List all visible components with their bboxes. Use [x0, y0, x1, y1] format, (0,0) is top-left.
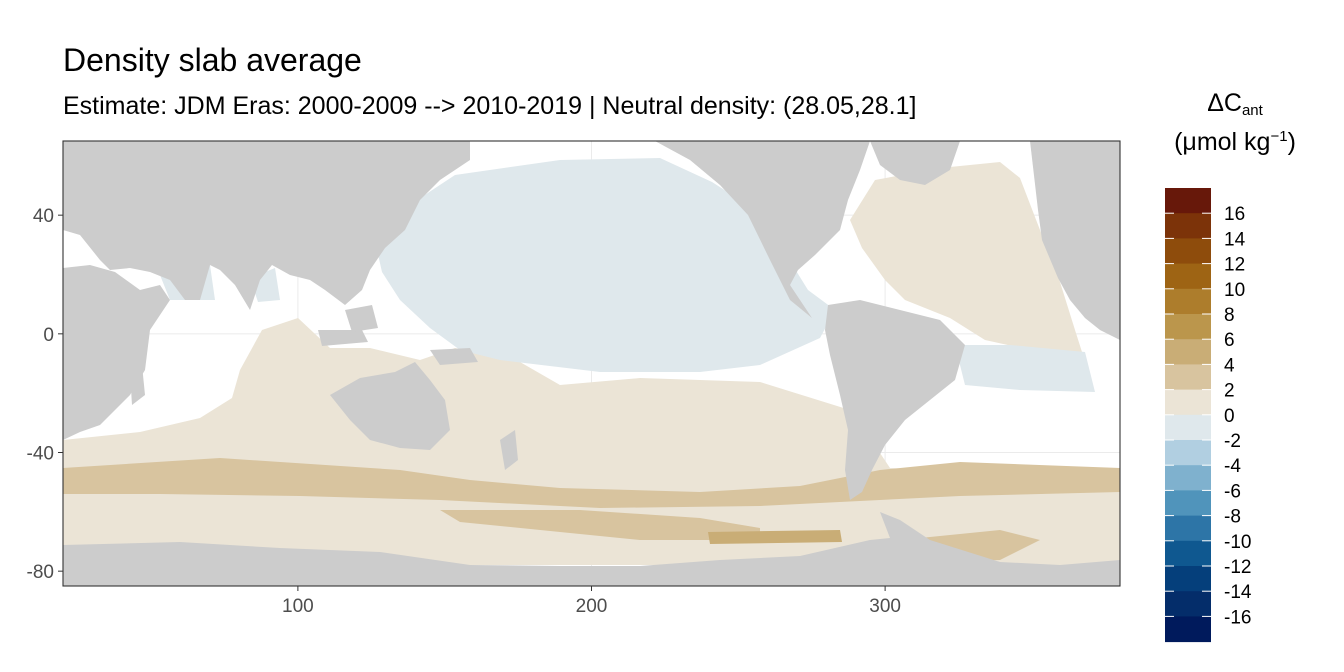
legend-color-bin [1165, 314, 1211, 340]
legend-color-bin [1165, 339, 1211, 365]
land-greenland [870, 141, 960, 185]
land-new-guinea [430, 348, 478, 365]
legend-tick-label: 12 [1224, 255, 1245, 276]
legend-color-bin [1165, 616, 1211, 643]
legend-tick-label: -6 [1224, 481, 1241, 502]
legend-tick-label: 8 [1224, 305, 1235, 326]
ocean-indian-south-region [63, 318, 1120, 565]
land-australia [330, 362, 450, 450]
legend-tick-label: -10 [1224, 532, 1251, 553]
legend-color-bin [1165, 465, 1211, 491]
legend-color-bin [1165, 238, 1211, 265]
legend-tick-label: -12 [1224, 557, 1251, 578]
land-borneo [345, 305, 378, 332]
legend-color-bin [1165, 213, 1211, 239]
chart-title: Density slab average [63, 42, 362, 78]
legend-color-bin [1165, 490, 1211, 517]
land-antarctica [63, 512, 1120, 586]
ocean-equatorial-atlantic-region [955, 345, 1095, 392]
ocean-north-atlantic-region [850, 162, 1082, 352]
y-tick-label: 0 [43, 325, 54, 346]
x-tick-label: 100 [282, 596, 314, 617]
y-tick-label: -80 [27, 562, 54, 583]
legend-color-bin [1165, 263, 1211, 290]
land-africa [63, 265, 170, 440]
legend-color-bin [1165, 540, 1211, 567]
legend-tick-label: -14 [1224, 582, 1252, 603]
legend-color-bin [1165, 440, 1211, 466]
legend: 16 14 12 10 8 6 4 2 0 -2 -4 -6 -8 -10 -12 -14 -16 [1165, 188, 1252, 643]
map-layer [63, 141, 1120, 586]
legend-title: ΔCant (μmol kg−1) [1174, 89, 1296, 156]
legend-tick-label: -4 [1224, 456, 1241, 477]
x-tick-label: 300 [869, 596, 901, 617]
x-tick-label: 200 [576, 596, 608, 617]
land-eurasia [63, 141, 470, 310]
legend-tick-label: -16 [1224, 607, 1251, 628]
legend-color-bin [1165, 566, 1211, 592]
legend-tick-label: 0 [1224, 406, 1235, 427]
legend-tick-label: 10 [1224, 280, 1245, 301]
land-madagascar [130, 365, 145, 405]
legend-tick-label: -8 [1224, 507, 1241, 528]
land-new-zealand [500, 430, 518, 470]
legend-color-bin [1165, 414, 1211, 441]
land-south-america [825, 300, 965, 500]
legend-tick-label: 14 [1224, 229, 1246, 250]
legend-tick-label: 16 [1224, 204, 1245, 225]
legend-color-bin [1165, 364, 1211, 391]
y-tick-label: -40 [27, 444, 54, 465]
ocean-southern-band-3 [708, 530, 842, 544]
legend-color-bin [1165, 188, 1211, 214]
legend-tick-label: 2 [1224, 381, 1235, 402]
legend-color-bin [1165, 389, 1211, 416]
chart-subtitle: Estimate: JDM Eras: 2000-2009 --> 2010-2… [63, 92, 917, 120]
ocean-southern-band-2 [440, 510, 760, 540]
legend-color-bin [1165, 288, 1211, 315]
land-indonesia [318, 330, 368, 346]
y-tick-label: 40 [33, 206, 54, 227]
land-north-america [655, 141, 870, 318]
land-europe-north-africa [1030, 141, 1120, 340]
ocean-north-pacific-region [372, 158, 835, 372]
legend-tick-label: 4 [1224, 355, 1235, 376]
legend-tick-label: 6 [1224, 330, 1235, 351]
legend-color-bin [1165, 591, 1211, 617]
legend-tick-label: -2 [1224, 431, 1241, 452]
legend-color-bin [1165, 515, 1211, 542]
